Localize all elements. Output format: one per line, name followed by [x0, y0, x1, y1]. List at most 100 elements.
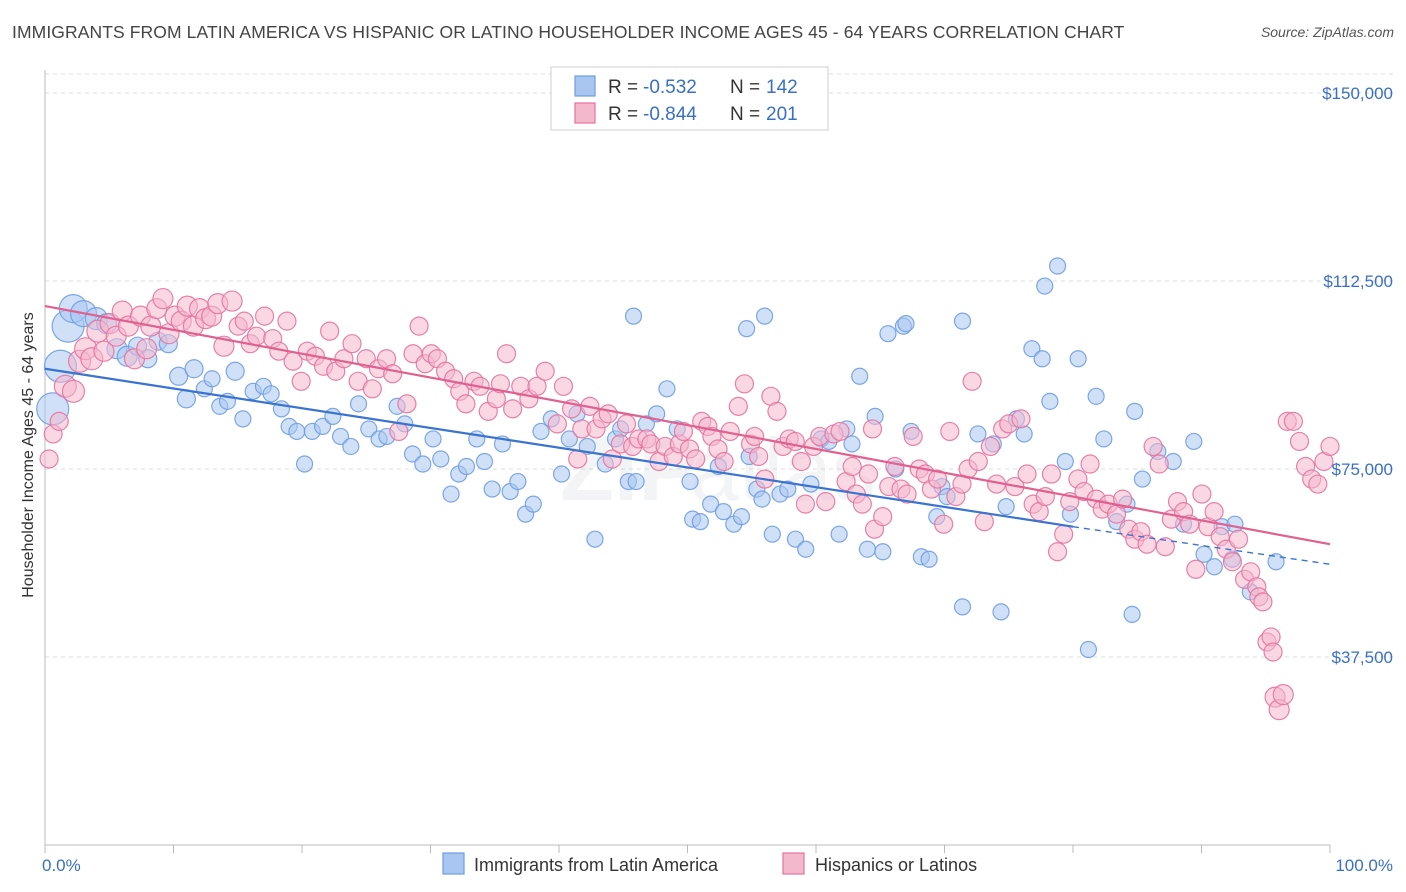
immigrants-point-141: [755, 307, 774, 325]
hispanics-point-116: [791, 451, 811, 472]
hispanics-point-55: [397, 394, 417, 414]
immigrants-point-96: [879, 325, 897, 343]
immigrants-point-91: [843, 435, 861, 453]
hispanics-point-105: [728, 396, 748, 416]
immigrants-point-142: [897, 315, 915, 333]
trend-line-hispanics: [44, 305, 1331, 546]
hispanics-point-103: [714, 451, 734, 472]
hispanics-point-154: [1017, 464, 1037, 484]
immigrants-point-121: [1095, 430, 1113, 448]
immigrants-point-135: [1226, 515, 1244, 533]
hispanics-point-50: [362, 379, 382, 399]
hispanics-point-4: [61, 379, 86, 403]
hispanics-point-117: [795, 494, 816, 514]
hispanics-point-196: [1263, 642, 1283, 662]
hispanics-point-35: [254, 306, 275, 326]
hispanics-point-205: [1308, 474, 1328, 494]
hispanics-point-148: [980, 436, 1001, 457]
hispanics-point-130: [873, 507, 893, 527]
immigrants-point-86: [802, 475, 820, 493]
hispanics-point-202: [1289, 431, 1310, 452]
immigrants-point-27: [288, 422, 306, 441]
hispanics-point-127: [858, 464, 879, 484]
hispanics-point-2: [49, 411, 69, 431]
stats-r-label-blue: R =: [608, 77, 638, 98]
bottom-legend: Immigrants from Latin America Hispanics …: [442, 852, 977, 875]
hispanics-point-174: [1143, 436, 1163, 457]
immigrants-point-21: [234, 410, 252, 428]
immigrants-point-58: [560, 430, 578, 448]
hispanics-point-9: [93, 340, 115, 362]
immigrants-point-108: [992, 603, 1010, 621]
immigrants-point-138: [681, 472, 699, 491]
stats-swatch-blue: [574, 75, 596, 97]
immigrants-point-113: [1033, 350, 1051, 368]
immigrants-point-144: [1036, 277, 1054, 295]
hispanics-point-16: [136, 338, 158, 360]
stats-legend: R = -0.532 N = 142 R = -0.844 N = 201: [550, 66, 829, 131]
immigrants-point-105: [953, 598, 972, 616]
immigrants-point-28: [295, 455, 314, 473]
hispanics-point-71: [503, 399, 523, 419]
hispanics-point-153: [1011, 409, 1031, 429]
immigrants-point-42: [424, 430, 442, 448]
immigrants-point-72: [691, 513, 709, 531]
hispanics-point-115: [785, 431, 805, 452]
hispanics-point-160: [1054, 524, 1074, 544]
stats-n-label-blue: N =: [730, 77, 760, 98]
hispanics-point-74: [527, 376, 547, 396]
immigrants-point-101: [920, 550, 938, 568]
hispanics-point-182: [1192, 484, 1212, 504]
immigrants-point-112: [1023, 340, 1041, 358]
stats-n-value-blue: 142: [766, 77, 798, 98]
hispanics-point-47: [342, 334, 362, 354]
immigrants-point-124: [1126, 402, 1144, 420]
immigrants-point-92: [851, 367, 869, 385]
hispanics-point-112: [767, 401, 787, 421]
immigrants-point-17: [203, 370, 221, 388]
immigrants-point-13: [169, 366, 189, 386]
hispanics-point-188: [1228, 529, 1249, 549]
hispanics-point-98: [686, 449, 706, 469]
legend-label-immigrants: Immigrants from Latin America: [474, 855, 719, 875]
immigrants-point-15: [184, 359, 204, 379]
immigrants-point-84: [786, 530, 805, 548]
hispanics-point-145: [962, 371, 982, 391]
y-tick-label-3: $150,000: [1322, 84, 1393, 103]
y-tick-label-1: $75,000: [1332, 460, 1393, 479]
y-axis-label: Householder Income Ages 45 - 64 years: [20, 312, 37, 598]
stats-swatch-pink: [574, 102, 596, 124]
hispanics-point-75: [535, 361, 555, 381]
hispanics-point-199: [1272, 684, 1294, 706]
immigrants-point-118: [1069, 350, 1087, 368]
immigrants-point-44: [442, 485, 460, 503]
hispanics-point-64: [456, 394, 476, 414]
immigrants-point-57: [552, 465, 571, 483]
immigrants-point-32: [331, 427, 350, 446]
immigrants-point-115: [1048, 257, 1067, 275]
immigrants-point-125: [1123, 605, 1141, 623]
immigrants-point-24: [262, 385, 280, 403]
immigrants-point-35: [360, 420, 378, 438]
hispanics-point-141: [940, 421, 960, 442]
hispanics-point-79: [568, 449, 588, 469]
immigrants-point-114: [1041, 392, 1059, 410]
immigrants-point-52: [509, 472, 527, 491]
hispanics-point-147: [974, 512, 994, 532]
immigrants-point-55: [532, 422, 550, 441]
immigrants-point-31: [324, 407, 342, 425]
immigrants-point-106: [969, 425, 987, 443]
hispanics-point-84: [598, 404, 618, 424]
immigrants-point-137: [1267, 553, 1285, 571]
immigrants-point-139: [738, 320, 756, 338]
hispanics-point-184: [1204, 502, 1224, 522]
trend-lines: [44, 305, 1331, 565]
immigrants-point-83: [779, 480, 797, 498]
immigrants-point-111: [1015, 425, 1033, 443]
hispanics-point-0: [39, 449, 59, 469]
hispanics-point-19: [152, 287, 174, 310]
hispanics-point-207: [1320, 436, 1340, 457]
immigrants-point-132: [1205, 558, 1223, 576]
immigrants-point-49: [483, 480, 501, 498]
